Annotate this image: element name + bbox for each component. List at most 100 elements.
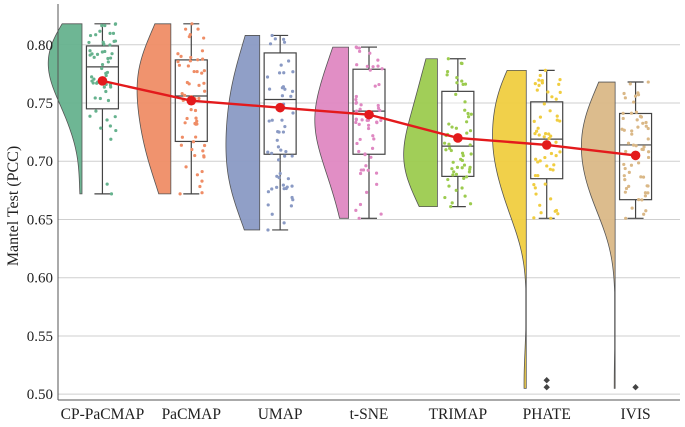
data-point-trimap: [465, 175, 469, 179]
data-point-umap: [275, 138, 279, 142]
data-point-phate: [534, 192, 538, 196]
data-point-umap: [278, 171, 282, 176]
data-point-pacmap: [185, 116, 189, 121]
data-point-phate: [539, 211, 543, 215]
data-point-t-sne: [358, 171, 363, 176]
data-point-umap: [267, 87, 272, 91]
data-point-ivis: [646, 150, 651, 154]
data-point-ivis: [633, 94, 638, 98]
data-point-t-sne: [376, 64, 380, 68]
data-point-trimap: [454, 92, 458, 96]
data-point-trimap: [446, 57, 450, 61]
data-point-cp-pacmap: [106, 98, 111, 103]
data-point-phate: [534, 157, 538, 161]
data-point-trimap: [466, 111, 470, 116]
data-point-phate: [537, 133, 541, 137]
data-point-phate: [532, 119, 536, 123]
data-point-pacmap: [197, 96, 201, 101]
y-tick-label: 0.75: [27, 96, 53, 112]
data-point-umap: [283, 87, 287, 91]
data-point-ivis: [634, 144, 638, 148]
data-point-phate: [558, 78, 562, 82]
data-point-trimap: [450, 125, 454, 129]
data-point-pacmap: [194, 135, 198, 139]
data-point-phate: [549, 134, 553, 138]
data-point-ivis: [644, 209, 648, 213]
data-point-cp-pacmap: [105, 118, 109, 122]
x-tick-label-t-sne: t-SNE: [350, 406, 389, 422]
mean-marker-ivis: [630, 150, 641, 161]
data-point-pacmap: [202, 69, 206, 73]
data-point-umap: [280, 94, 285, 98]
data-point-t-sne: [379, 212, 383, 216]
data-point-trimap: [468, 167, 472, 171]
data-point-trimap: [454, 172, 459, 176]
data-point-pacmap: [200, 71, 204, 75]
data-point-trimap: [448, 146, 452, 150]
data-point-pacmap: [202, 36, 206, 40]
data-point-t-sne: [358, 49, 362, 53]
data-point-trimap: [445, 70, 450, 74]
data-point-trimap: [468, 129, 473, 133]
data-point-t-sne: [365, 118, 369, 122]
data-point-pacmap: [190, 22, 194, 26]
data-point-t-sne: [354, 208, 358, 212]
data-point-ivis: [643, 191, 648, 195]
data-point-phate: [555, 118, 559, 122]
data-point-cp-pacmap: [98, 96, 102, 101]
data-point-ivis: [626, 141, 631, 145]
data-point-umap: [291, 111, 295, 115]
data-point-cp-pacmap: [90, 75, 94, 79]
data-point-t-sne: [354, 117, 358, 121]
data-point-cp-pacmap: [106, 56, 110, 61]
data-point-trimap: [460, 186, 464, 190]
data-point-cp-pacmap: [101, 40, 105, 44]
data-point-umap: [277, 158, 281, 162]
density-cloud-ivis: [580, 81, 616, 389]
data-point-ivis: [641, 175, 646, 179]
data-point-t-sne: [371, 134, 375, 138]
data-point-ivis: [636, 161, 641, 165]
data-point-phate: [532, 216, 536, 220]
data-point-phate: [552, 163, 556, 167]
data-point-ivis: [640, 198, 644, 202]
data-point-cp-pacmap: [95, 52, 100, 56]
data-point-trimap: [461, 82, 465, 86]
mean-marker-phate: [541, 140, 552, 150]
data-point-cp-pacmap: [108, 43, 112, 47]
data-point-t-sne: [373, 84, 377, 88]
y-tick-label: 0.60: [27, 271, 53, 287]
data-point-pacmap: [202, 143, 207, 148]
data-point-umap: [279, 148, 283, 152]
data-point-trimap: [444, 148, 448, 152]
data-point-phate: [543, 182, 547, 186]
data-point-pacmap: [192, 69, 196, 74]
data-point-trimap: [446, 177, 450, 182]
data-point-t-sne: [357, 216, 361, 220]
x-tick-label-phate: PHATE: [523, 406, 571, 422]
data-point-umap: [270, 33, 274, 38]
data-point-ivis: [630, 132, 634, 136]
density-cloud-cp-pacmap: [47, 23, 83, 195]
data-point-cp-pacmap: [108, 31, 112, 36]
data-point-t-sne: [360, 118, 364, 122]
y-tick-label: 0.55: [27, 329, 53, 345]
data-point-t-sne: [357, 122, 361, 126]
data-point-cp-pacmap: [113, 22, 118, 26]
data-point-ivis: [644, 124, 648, 128]
x-tick-label-pacmap: PaCMAP: [162, 406, 221, 422]
data-point-phate: [548, 109, 552, 113]
data-point-t-sne: [361, 168, 366, 172]
data-point-pacmap: [178, 192, 182, 196]
y-axis-title: Mantel Test (PCC): [5, 146, 22, 266]
data-point-ivis: [641, 121, 645, 125]
data-point-pacmap: [180, 92, 184, 96]
data-point-umap: [282, 221, 286, 225]
data-point-phate: [536, 160, 540, 164]
data-point-trimap: [462, 163, 467, 167]
data-point-ivis: [621, 116, 625, 121]
data-point-trimap: [447, 184, 451, 188]
data-point-umap: [290, 184, 294, 188]
data-point-trimap: [443, 195, 447, 200]
data-point-cp-pacmap: [109, 137, 113, 141]
